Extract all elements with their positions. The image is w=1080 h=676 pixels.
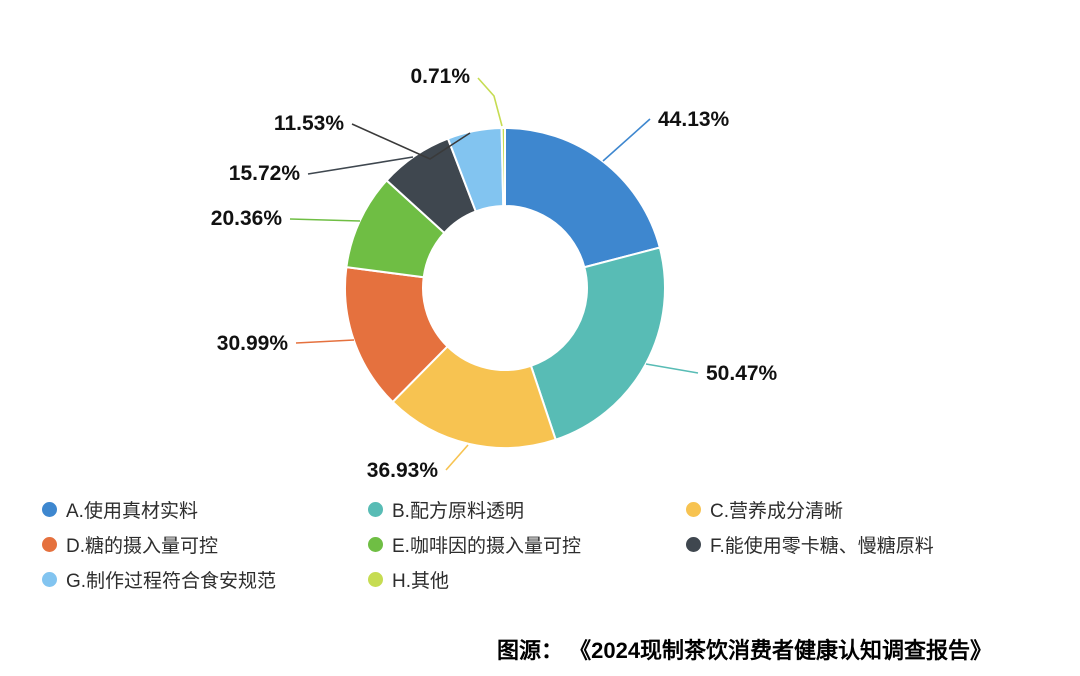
legend-item-3: D.糖的摄入量可控 <box>42 533 368 557</box>
legend-item-2: C.营养成分清晰 <box>686 498 1042 522</box>
legend-item-1: B.配方原料透明 <box>368 498 686 522</box>
legend-swatch-icon <box>368 571 383 587</box>
legend-swatch-icon <box>686 501 701 517</box>
legend-label: C.营养成分清晰 <box>710 500 844 522</box>
legend-swatch-icon <box>42 536 57 552</box>
slice-1 <box>529 246 666 442</box>
source-caption: 图源： 《2024现制茶饮消费者健康认知调查报告》 <box>497 638 993 663</box>
chart-legend: A.使用真材实料 B.配方原料透明 C.营养成分清晰 D.糖的摄入量可控 E.咖啡因的摄… <box>42 498 1042 592</box>
legend-swatch-icon <box>368 536 383 552</box>
legend-label: D.糖的摄入量可控 <box>66 535 219 557</box>
legend-item-4: E.咖啡因的摄入量可控 <box>368 533 686 557</box>
legend-swatch-icon <box>368 501 383 517</box>
slice-value-label-4: 20.36% <box>211 207 283 230</box>
slice-value-label-1: 50.47% <box>706 362 778 385</box>
slice-value-label-0: 44.13% <box>658 108 730 131</box>
slice-value-label-5: 15.72% <box>229 162 301 185</box>
legend-item-5: F.能使用零卡糖、慢糖原料 <box>686 533 1042 557</box>
leader-line-6 <box>351 123 471 160</box>
slice-value-label-7: 0.71% <box>410 65 470 88</box>
leader-line-4 <box>289 218 361 222</box>
slice-value-label-3: 30.99% <box>217 332 289 355</box>
legend-label: B.配方原料透明 <box>392 500 524 522</box>
legend-item-6: G.制作过程符合食安规范 <box>42 568 368 592</box>
legend-item-7: H.其他 <box>368 568 686 592</box>
leader-line-7 <box>477 77 503 127</box>
slice-0 <box>504 126 662 269</box>
leader-line-0 <box>602 118 651 162</box>
legend-label: F.能使用零卡糖、慢糖原料 <box>710 535 934 557</box>
legend-swatch-icon <box>686 536 701 552</box>
leader-line-5 <box>307 156 414 175</box>
leader-line-3 <box>295 339 355 344</box>
legend-label: E.咖啡因的摄入量可控 <box>392 535 581 557</box>
legend-swatch-icon <box>42 571 57 587</box>
legend-label: H.其他 <box>392 570 450 592</box>
legend-swatch-icon <box>42 501 57 517</box>
legend-item-0: A.使用真材实料 <box>42 498 368 522</box>
leader-line-1 <box>645 363 699 374</box>
legend-label: G.制作过程符合食安规范 <box>66 570 277 592</box>
legend-label: A.使用真材实料 <box>66 500 198 522</box>
slice-7 <box>500 126 506 208</box>
slice-value-label-6: 11.53% <box>274 112 344 135</box>
leader-line-2 <box>445 444 469 471</box>
slice-value-label-2: 36.93% <box>367 459 439 482</box>
slice-2 <box>391 344 557 449</box>
